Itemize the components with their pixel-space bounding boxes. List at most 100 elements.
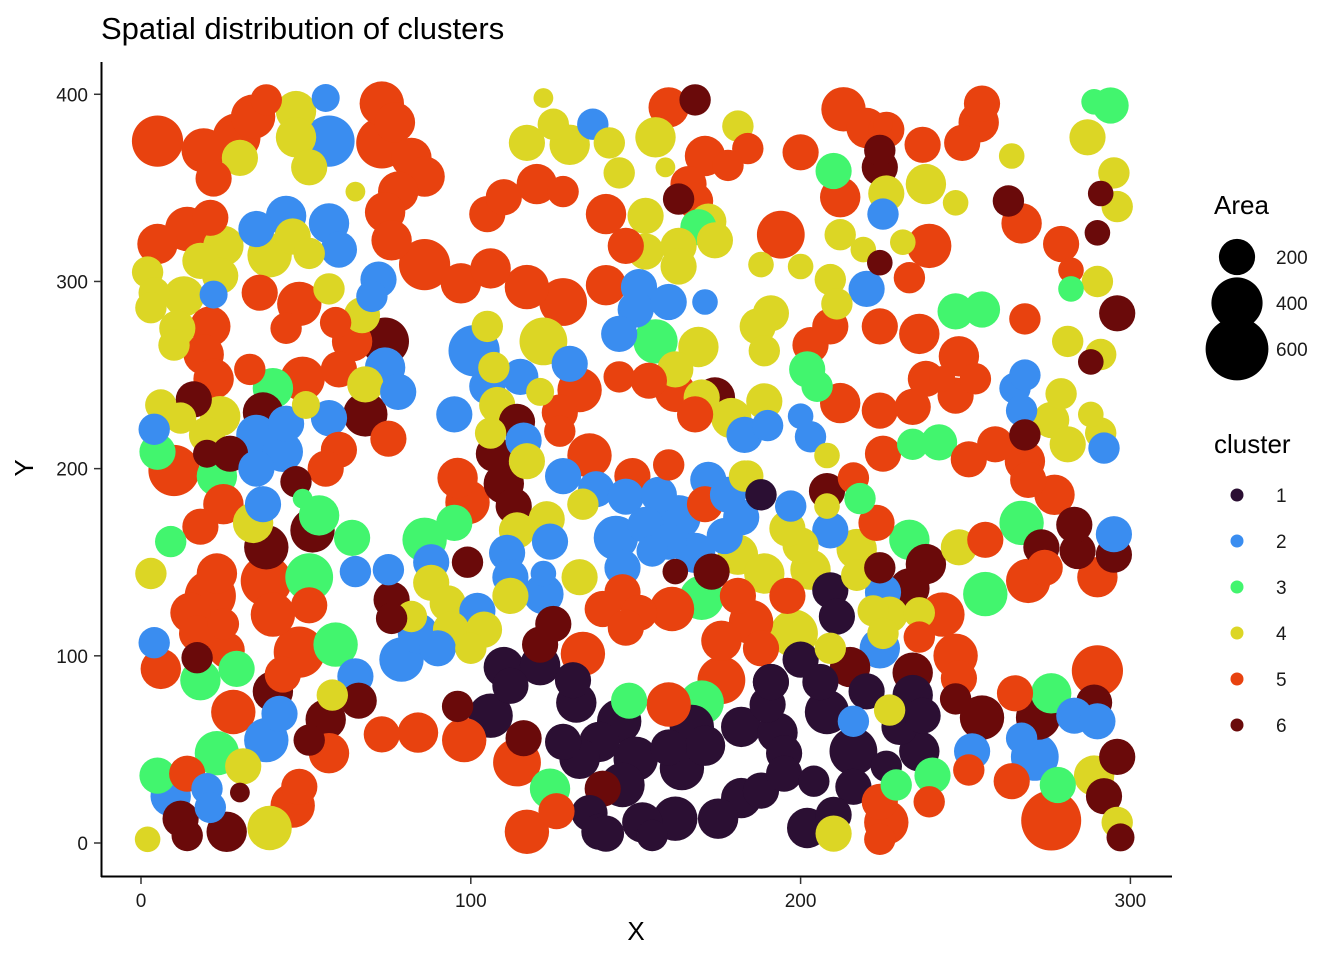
data-point-cluster-4 [135, 292, 167, 324]
data-point-cluster-6 [959, 695, 1005, 740]
data-point-cluster-4 [1069, 119, 1106, 156]
data-point-cluster-5 [903, 621, 935, 653]
data-point-cluster-4 [748, 251, 774, 278]
area-legend-label: 600 [1276, 340, 1308, 361]
y-tick-label: 300 [56, 272, 88, 293]
data-point-cluster-3 [218, 650, 255, 688]
data-point-cluster-4 [275, 117, 317, 158]
data-point-cluster-5 [742, 630, 780, 667]
data-point-cluster-5 [544, 415, 576, 447]
data-point-cluster-1 [798, 765, 830, 797]
data-point-cluster-5 [893, 262, 926, 294]
cluster-legend-symbol-4 [1230, 626, 1244, 640]
data-point-cluster-5 [363, 716, 400, 753]
data-point-cluster-5 [307, 450, 344, 487]
data-point-cluster-4 [247, 805, 292, 851]
data-point-cluster-4 [814, 632, 846, 664]
data-point-cluster-2 [238, 450, 275, 487]
area-legend: Area 200 400 600 [1205, 190, 1308, 381]
data-point-cluster-5 [538, 793, 575, 830]
axes [100, 62, 1172, 878]
data-point-cluster-2 [706, 517, 743, 555]
area-legend-items: 200 400 600 [1205, 238, 1308, 381]
data-point-cluster-6 [679, 84, 711, 116]
data-point-cluster-5 [539, 278, 587, 326]
data-point-cluster-3 [963, 291, 1001, 328]
data-point-cluster-4 [1081, 265, 1114, 298]
data-point-cluster-4 [345, 181, 366, 202]
area-legend-symbol [1211, 277, 1263, 329]
data-point-cluster-5 [1058, 257, 1084, 284]
data-point-cluster-5 [646, 682, 691, 727]
data-point-cluster-5 [904, 126, 941, 163]
data-point-cluster-2 [531, 523, 569, 560]
data-point-cluster-5 [585, 193, 627, 235]
data-point-cluster-5 [967, 521, 1004, 558]
data-point-cluster-1 [745, 479, 777, 511]
data-point-cluster-6 [1084, 220, 1111, 246]
x-tick-label: 200 [785, 891, 817, 912]
data-point-cluster-3 [285, 553, 334, 602]
data-point-cluster-1 [492, 667, 529, 704]
data-point-cluster-5 [630, 362, 668, 399]
data-point-cluster-4 [905, 163, 947, 205]
y-tick-label: 200 [56, 460, 88, 481]
data-point-cluster-1 [721, 706, 762, 748]
data-point-cluster-5 [547, 175, 579, 208]
data-point-cluster-5 [192, 199, 229, 236]
data-point-cluster-6 [992, 185, 1025, 217]
x-tick-label: 100 [455, 891, 487, 912]
data-point-cluster-5 [782, 134, 819, 171]
area-legend-title: Area [1214, 190, 1269, 220]
data-point-cluster-5 [944, 124, 981, 161]
data-point-cluster-6 [867, 249, 893, 276]
data-point-cluster-2 [310, 400, 348, 437]
data-point-cluster-5 [207, 608, 240, 640]
data-point-cluster-3 [334, 519, 371, 557]
data-point-cluster-4 [533, 88, 554, 108]
data-point-cluster-4 [593, 127, 625, 159]
data-point-cluster-5 [864, 435, 902, 472]
data-point-cluster-1 [835, 768, 872, 805]
data-point-cluster-5 [131, 115, 184, 167]
data-point-cluster-2 [244, 486, 282, 523]
data-point-cluster-1 [818, 598, 856, 635]
data-point-cluster-5 [137, 223, 178, 265]
data-point-cluster-5 [959, 363, 992, 395]
data-point-cluster-2 [601, 315, 638, 352]
chart-title: Spatial distribution of clusters [101, 11, 504, 46]
data-point-cluster-4 [942, 190, 969, 216]
data-point-cluster-5 [963, 85, 1001, 122]
y-tick-label: 100 [56, 647, 88, 668]
data-point-cluster-4 [998, 143, 1025, 169]
data-point-cluster-5 [211, 689, 256, 735]
data-point-cluster-4 [508, 443, 545, 480]
data-point-cluster-3 [880, 769, 912, 801]
data-point-cluster-5 [399, 239, 451, 291]
data-point-cluster-4 [1052, 325, 1084, 358]
data-point-cluster-6 [505, 720, 542, 757]
data-point-cluster-3 [1039, 766, 1076, 804]
data-point-cluster-5 [861, 392, 898, 429]
data-point-cluster-6 [1085, 778, 1123, 815]
data-point-cluster-6 [451, 546, 484, 578]
data-point-cluster-2 [1079, 703, 1116, 740]
data-point-cluster-5 [899, 313, 940, 355]
data-point-cluster-2 [848, 270, 885, 307]
data-point-cluster-6 [193, 439, 221, 468]
data-point-cluster-5 [603, 361, 635, 393]
data-point-cluster-2 [650, 283, 687, 321]
data-point-cluster-2 [551, 345, 588, 382]
data-point-cluster-4 [455, 632, 487, 664]
data-point-cluster-4 [603, 157, 635, 189]
data-point-cluster-3 [914, 757, 951, 794]
data-point-cluster-5 [977, 426, 1014, 463]
cluster-legend-items: 1 2 3 4 5 6 [1230, 486, 1287, 737]
data-point-cluster-3 [815, 152, 852, 190]
data-point-cluster-5 [442, 717, 487, 763]
x-tick-label: 0 [136, 891, 147, 912]
data-point-cluster-4 [1078, 401, 1104, 428]
data-point-cluster-2 [607, 478, 644, 515]
cluster-legend-symbol-1 [1230, 488, 1244, 502]
